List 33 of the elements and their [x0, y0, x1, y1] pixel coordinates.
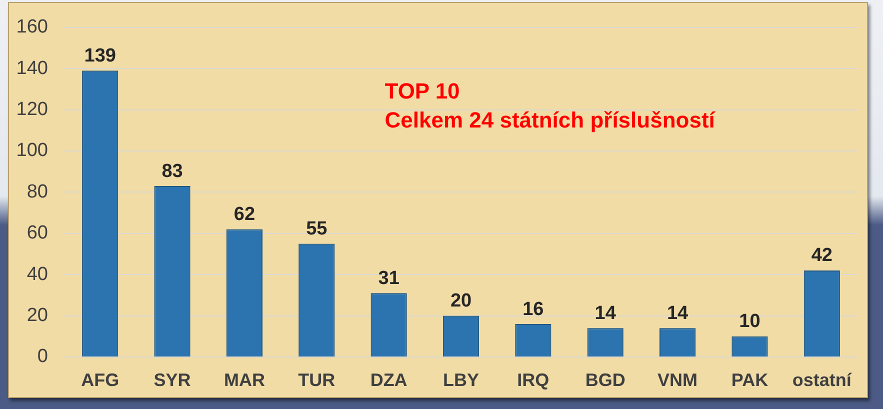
- x-tick-label: SYR: [154, 370, 191, 390]
- x-tick-label: BGD: [585, 370, 626, 390]
- annotation: TOP 10: [384, 78, 460, 104]
- data-label: 14: [594, 302, 616, 324]
- data-label: 20: [450, 290, 472, 312]
- y-tick-label: 160: [16, 16, 48, 38]
- y-tick-label: 120: [16, 99, 48, 120]
- data-label: 55: [306, 218, 328, 240]
- x-tick-label: PAK: [731, 370, 768, 390]
- y-tick-label: 0: [37, 346, 48, 368]
- y-tick-label: 80: [26, 181, 48, 202]
- x-tick-label: LBY: [443, 370, 479, 390]
- data-label: 139: [84, 45, 116, 66]
- x-tick-label: AFG: [81, 370, 120, 390]
- y-tick-label: 100: [16, 140, 48, 162]
- x-tick-label: DZA: [370, 370, 408, 390]
- x-tick-label: ostatní: [792, 370, 852, 390]
- data-label: 42: [811, 245, 832, 266]
- data-label: 10: [739, 311, 760, 332]
- x-tick-label: MAR: [224, 370, 265, 390]
- data-label: 16: [522, 298, 544, 320]
- x-tick-label: IRQ: [517, 370, 550, 390]
- y-tick-label: 20: [26, 305, 48, 326]
- data-label: 83: [162, 160, 183, 182]
- annotation: Celkem 24 státních příslušností: [384, 107, 716, 132]
- y-tick-label: 60: [26, 222, 48, 244]
- y-tick-label: 40: [26, 264, 48, 285]
- data-label: 14: [666, 302, 689, 324]
- data-label: 31: [378, 268, 400, 289]
- data-label: 62: [234, 204, 256, 226]
- x-tick-label: VNM: [658, 370, 698, 390]
- y-tick-label: 140: [16, 58, 48, 79]
- x-tick-label: TUR: [298, 370, 336, 390]
